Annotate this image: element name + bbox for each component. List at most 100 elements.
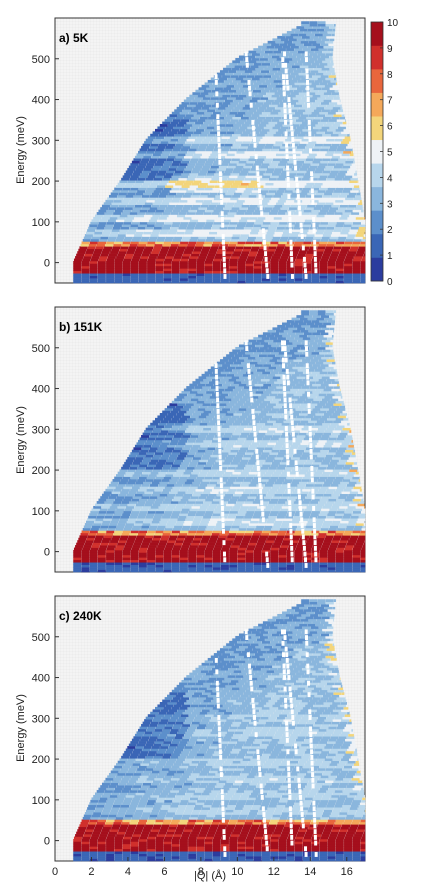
heat-cell: [240, 182, 249, 186]
heat-cell: [169, 479, 178, 482]
heat-cell: [312, 449, 321, 453]
heat-cell: [352, 464, 358, 468]
heat-cell: [178, 212, 187, 215]
heat-cell: [279, 498, 287, 502]
heat-cell: [261, 280, 270, 284]
heat-cell: [323, 204, 332, 208]
heat-cell: [227, 466, 236, 470]
heat-cell: [90, 221, 99, 225]
heat-cell: [239, 126, 248, 130]
heat-cell: [278, 569, 287, 573]
heat-cell: [250, 248, 259, 252]
heat-cell: [318, 243, 327, 247]
heat-cell: [229, 476, 238, 480]
heat-cell: [195, 501, 204, 504]
heat-cell: [292, 114, 301, 117]
heat-cell: [146, 513, 155, 517]
heat-cell: [258, 106, 267, 110]
heat-cell: [131, 510, 140, 514]
heat-cell: [133, 253, 142, 257]
heat-cell: [192, 92, 201, 95]
heat-cell: [212, 488, 221, 492]
heat-cell: [162, 199, 171, 203]
heat-cell: [217, 248, 226, 252]
heat-cell: [288, 87, 297, 91]
heat-cell: [204, 559, 213, 563]
heat-cell: [149, 158, 158, 161]
heat-cell: [155, 209, 164, 213]
heat-cell: [275, 65, 284, 69]
heat-cell: [139, 498, 148, 502]
heat-cell: [211, 243, 220, 247]
heat-cell: [312, 527, 321, 531]
heat-cell: [341, 469, 350, 473]
heat-cell: [174, 483, 183, 487]
heat-cell: [196, 569, 205, 573]
heat-cell: [237, 557, 246, 561]
heat-cell: [328, 408, 337, 411]
heat-cell: [313, 545, 322, 548]
heat-cell: [226, 131, 235, 135]
heat-cell: [294, 400, 303, 404]
detector-gap: [312, 228, 316, 234]
heat-cell: [331, 251, 340, 254]
heat-cell: [285, 439, 294, 443]
heat-cell: [224, 523, 233, 526]
heat-cell: [182, 415, 191, 419]
heat-cell: [89, 559, 98, 563]
heat-cell: [278, 270, 287, 274]
heat-cell: [297, 483, 306, 487]
heat-cell: [171, 163, 180, 166]
heat-cell: [167, 251, 176, 254]
heat-cell: [138, 452, 147, 455]
heat-cell: [313, 146, 322, 149]
detector-gap: [294, 165, 298, 171]
heat-cell: [291, 124, 300, 127]
heat-cell: [115, 185, 124, 188]
heat-cell: [144, 503, 153, 507]
heat-cell: [232, 116, 241, 120]
heat-cell: [111, 503, 120, 507]
heat-cell: [162, 121, 171, 125]
heat-cell: [150, 133, 159, 137]
heat-cell: [172, 119, 181, 122]
heat-cell: [254, 75, 263, 78]
heat-cell: [223, 207, 232, 210]
detector-gap: [305, 79, 309, 85]
detector-gap: [284, 119, 288, 125]
heat-cell: [152, 503, 161, 507]
heat-cell: [176, 124, 185, 127]
heat-cell: [344, 425, 351, 428]
heat-cell: [204, 417, 213, 421]
heat-cell: [84, 523, 93, 526]
heat-cell: [179, 488, 188, 492]
heat-cell: [294, 280, 303, 284]
heat-cell: [170, 212, 179, 215]
heat-cell: [171, 260, 180, 264]
heat-cell: [124, 219, 133, 223]
heat-cell: [274, 520, 283, 524]
heat-cell: [109, 523, 118, 526]
heat-cell: [134, 182, 143, 186]
heat-cell: [131, 209, 140, 213]
heat-cell: [249, 471, 258, 475]
heat-cell: [171, 241, 180, 245]
heat-cell: [359, 243, 366, 247]
detector-gap: [303, 262, 307, 268]
heat-cell: [323, 155, 332, 159]
heat-cell: [338, 435, 347, 438]
heat-cell: [221, 111, 230, 115]
heat-cell: [122, 562, 131, 565]
heat-cell: [135, 180, 144, 184]
heat-cell: [164, 136, 173, 139]
heat-cell: [138, 199, 147, 203]
heat-cell: [122, 476, 131, 480]
heat-cell: [311, 175, 320, 179]
heat-cell: [284, 246, 293, 250]
heat-cell: [220, 417, 229, 421]
heat-cell: [122, 552, 131, 556]
heat-cell: [166, 158, 175, 161]
heat-cell: [275, 141, 284, 144]
heat-cell: [328, 160, 337, 164]
heat-cell: [207, 253, 216, 257]
